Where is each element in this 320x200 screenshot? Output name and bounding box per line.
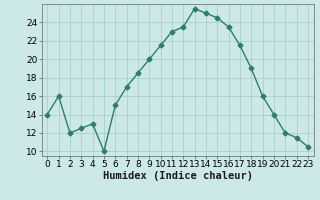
X-axis label: Humidex (Indice chaleur): Humidex (Indice chaleur): [103, 171, 252, 181]
